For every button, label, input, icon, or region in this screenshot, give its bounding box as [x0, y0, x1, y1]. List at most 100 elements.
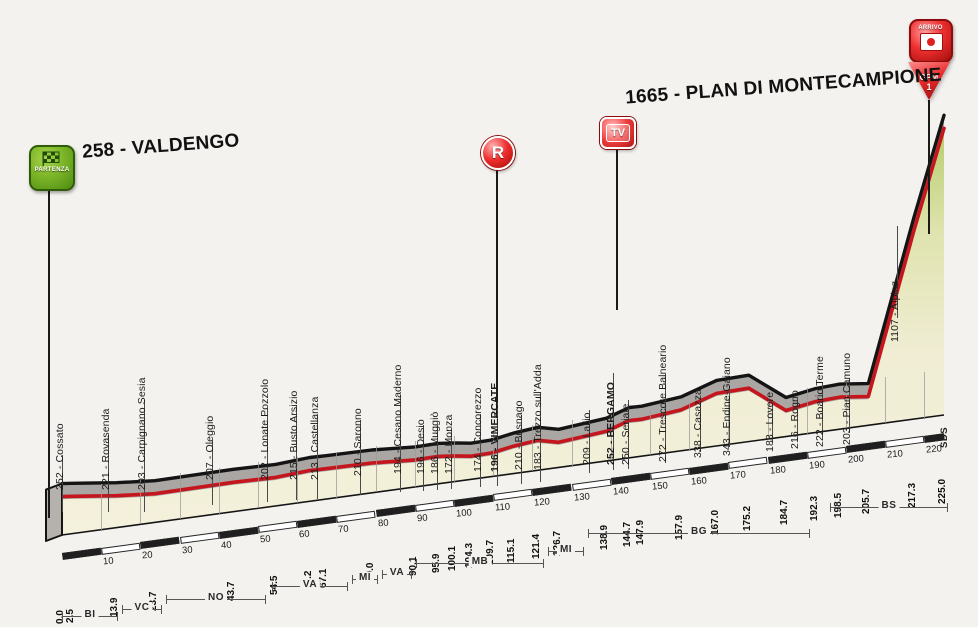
province-code: BS: [878, 500, 900, 512]
town-marker-pole: [665, 374, 666, 463]
province-code: MB: [468, 556, 492, 568]
profile-gridline: [375, 446, 377, 493]
town-label: 222 - Boario Terme: [814, 356, 826, 447]
town-label: 272 - Trescore Balneario: [657, 344, 669, 462]
province-code: VA: [386, 567, 408, 579]
town-marker-pole: [797, 398, 798, 440]
town-label: 196 - Desio: [415, 419, 427, 474]
town-label: 216 - Rogno: [789, 390, 801, 449]
km-tick-label: 140: [612, 485, 630, 498]
finish-badge: ARRIVO: [909, 19, 953, 63]
province-bracket: VA: [272, 579, 348, 593]
town-label: 1107 - Alpiaz: [889, 280, 901, 342]
province-code: BG: [688, 526, 710, 538]
km-tick-label: 60: [298, 528, 311, 541]
town-marker-pole: [437, 425, 438, 490]
province-code: VC: [131, 602, 153, 614]
town-marker-pole: [423, 425, 424, 491]
km-tick-label: 160: [690, 475, 708, 488]
town-label: 183 - Trezzo sull'Adda: [532, 364, 544, 470]
profile-gridline: [454, 435, 455, 482]
gpm-badge: GPM 1: [908, 62, 950, 100]
town-label: 172 - Monza: [443, 414, 455, 474]
town-marker-pole: [628, 400, 629, 469]
town-marker-pole: [613, 373, 614, 470]
end-scale-label: SDS: [939, 426, 950, 448]
finish-badge-label: ARRIVO: [918, 24, 944, 31]
province-code: NO: [205, 592, 227, 604]
checkered-flag-icon: [42, 151, 62, 167]
town-label: 186 - Muggiò: [429, 411, 441, 475]
town-marker-pole: [62, 455, 63, 512]
town-label: 250 - Seriate: [620, 403, 632, 465]
profile-gridline: [610, 414, 612, 461]
town-label: 207 - Oleggio: [204, 415, 216, 480]
province-bracket: VC: [122, 602, 162, 616]
profile-gridline: [846, 382, 847, 429]
profile-gridline: [258, 462, 259, 509]
town-label: 215 - Busto Arsizio: [288, 390, 300, 480]
town-label: 252 - BERGAMO: [605, 382, 617, 465]
town-marker-pole: [108, 435, 109, 512]
km-tick-label: 200: [847, 453, 865, 466]
town-label: 210 - Saronno: [352, 408, 364, 476]
town-label: 203 - Carpignano Sesia: [136, 377, 148, 490]
km-tick-label: 190: [808, 459, 826, 472]
distance-label: 192.3: [808, 496, 820, 522]
refreshment-marker-pole: [496, 166, 498, 418]
profile-gridline: [728, 398, 730, 445]
profile-gridline: [336, 451, 338, 498]
profile-gridline: [101, 483, 103, 530]
town-label: 196 - VIMERCATE: [489, 382, 501, 472]
province-code: MI: [556, 544, 576, 556]
town-marker-pole: [897, 226, 898, 318]
town-label: 213 - Castellanza: [309, 396, 321, 480]
refreshment-label: R: [491, 143, 505, 162]
town-marker-pole: [729, 386, 730, 447]
province-code: VA: [299, 579, 321, 591]
km-tick-label: 10: [102, 555, 115, 568]
km-tick-label: 100: [455, 507, 473, 520]
town-marker-pole: [451, 428, 452, 489]
profile-gridline: [767, 393, 769, 439]
town-label: 343 - Endine-Gaiano: [721, 357, 733, 456]
km-tick-label: 150: [651, 480, 669, 493]
start-badge-label: PARTENZA: [34, 166, 70, 173]
distance-label: 184.7: [779, 500, 791, 526]
province-bracket: MB: [416, 556, 544, 570]
town-marker-pole: [267, 408, 268, 502]
town-marker-pole: [772, 400, 773, 443]
profile-gridline: [806, 387, 808, 434]
province-bracket: NO: [166, 592, 266, 606]
km-tick-label: 210: [886, 448, 904, 461]
profile-gridline: [532, 425, 534, 471]
km-tick-label: 30: [181, 544, 193, 557]
province-bracket: VA: [382, 567, 412, 581]
tv-label: TV: [606, 124, 630, 142]
profile-gridline: [493, 430, 495, 477]
town-marker-pole: [700, 398, 701, 452]
tv-marker-pole: [616, 145, 618, 310]
km-tick-label: 120: [534, 496, 551, 509]
town-label: 202 - Lonate Pozzolo: [259, 378, 271, 480]
town-label: 338 - Casazza: [692, 388, 704, 458]
km-tick-label: 130: [573, 491, 590, 504]
town-marker-pole: [400, 395, 401, 492]
town-label: 221 - Rovasenda: [100, 408, 112, 490]
profile-gridline: [885, 377, 887, 423]
town-marker-pole: [480, 414, 481, 487]
town-label: 174 - Concorezzo: [472, 387, 484, 472]
town-label: 252 - Cossato: [54, 423, 66, 490]
start-marker-pole: [48, 185, 50, 518]
town-marker-pole: [822, 382, 823, 436]
profile-gridline: [924, 371, 926, 418]
town-marker-pole: [212, 440, 213, 505]
town-marker-pole: [589, 410, 590, 473]
town-marker-pole: [497, 403, 498, 486]
profile-gridline: [140, 478, 142, 525]
town-label: 210 - Busnago: [513, 400, 525, 470]
finish-camera-icon: [919, 33, 943, 51]
finish-marker-pole: [928, 100, 930, 234]
town-label: 194 - Cesano Maderno: [392, 364, 404, 474]
